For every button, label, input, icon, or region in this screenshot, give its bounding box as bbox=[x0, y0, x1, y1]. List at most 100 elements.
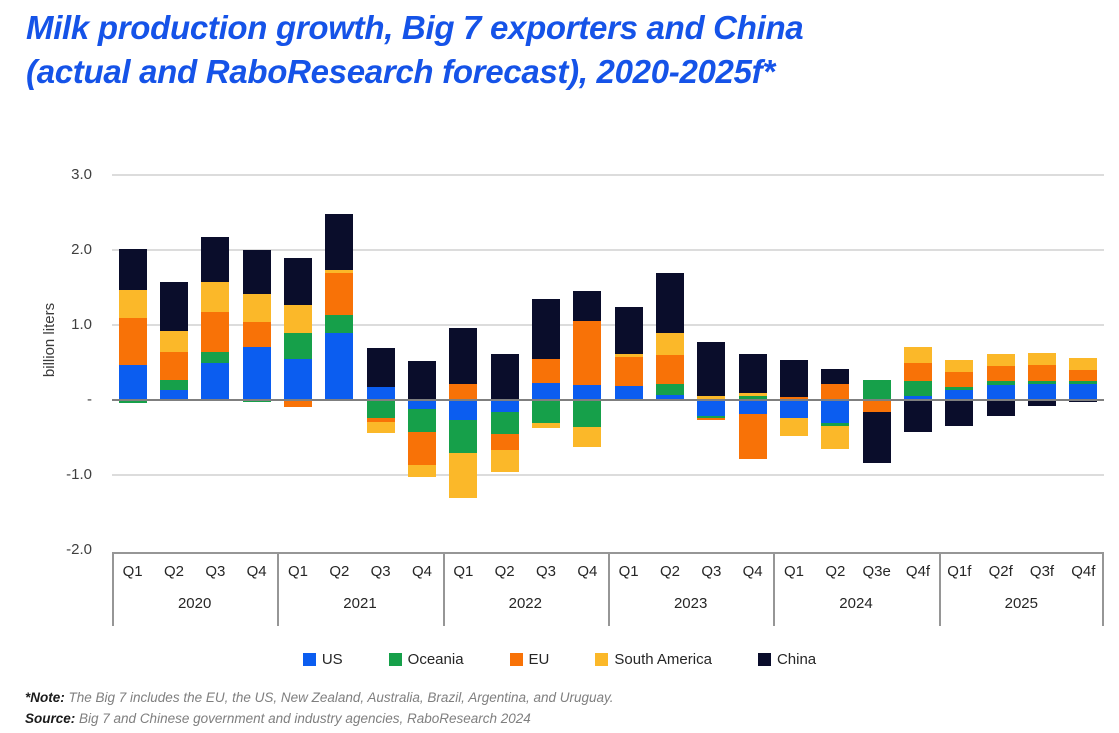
quarter-label-2022-Q1: Q1 bbox=[453, 563, 474, 580]
zero-line bbox=[112, 399, 1104, 401]
x-axis-group-divider bbox=[1102, 554, 1104, 626]
x-axis-group-divider bbox=[608, 554, 610, 626]
bar-segment-2024-Q2-Oceania bbox=[821, 422, 850, 426]
bar-segment-2024-Q1-US bbox=[780, 400, 808, 418]
year-label-2021: 2021 bbox=[343, 595, 377, 612]
bar-segment-2020-Q2-US bbox=[160, 390, 188, 400]
quarter-label-2023-Q2: Q2 bbox=[659, 563, 680, 580]
bar-segment-2023-Q4-Oceania bbox=[738, 395, 767, 400]
bar-segment-2023-Q1-South-America bbox=[614, 353, 643, 358]
bar-segment-2022-Q3-US bbox=[532, 382, 560, 400]
x-axis-group-divider bbox=[442, 554, 445, 626]
quarter-label-2025-Q1f: Q1f bbox=[947, 563, 972, 580]
footnote-note: *Note: The Big 7 includes the EU, the US… bbox=[25, 687, 614, 708]
quarter-label-2020-Q3: Q3 bbox=[205, 563, 226, 580]
year-label-2020: 2020 bbox=[177, 595, 212, 612]
bar-segment-2020-Q4-EU bbox=[242, 322, 271, 347]
bar-segment-2020-Q3-South-America bbox=[201, 281, 230, 312]
bar-segment-2025-Q2f-EU bbox=[986, 366, 1015, 381]
bar-segment-2021-Q3-South-America bbox=[366, 421, 395, 433]
quarter-label-2022-Q4: Q4 bbox=[577, 563, 598, 580]
bar-segment-2023-Q1-US bbox=[614, 385, 643, 400]
quarter-label-2023-Q1: Q1 bbox=[618, 563, 639, 580]
bar-segment-2022-Q4-US bbox=[573, 385, 602, 400]
legend-item-China: China bbox=[757, 651, 817, 668]
gridline bbox=[112, 249, 1104, 251]
bar-segment-2023-Q2-EU bbox=[656, 355, 684, 384]
quarter-label-2020-Q2: Q2 bbox=[163, 563, 184, 580]
bar-segment-2024-Q2-South-America bbox=[821, 425, 850, 449]
footnote-note-text: The Big 7 includes the EU, the US, New Z… bbox=[64, 690, 614, 705]
bar-segment-2020-Q3-EU bbox=[201, 311, 230, 352]
bar-segment-2020-Q1-South-America bbox=[118, 289, 147, 318]
quarter-label-2020-Q1: Q1 bbox=[122, 563, 143, 580]
footnote-note-prefix: *Note: bbox=[25, 690, 65, 705]
bar-segment-2025-Q4f-Oceania bbox=[1069, 380, 1098, 384]
plot-area bbox=[112, 174, 1104, 550]
bar-segment-2024-Q4f-South-America bbox=[904, 346, 932, 363]
bar-segment-2022-Q4-Oceania bbox=[573, 400, 602, 427]
quarter-label-2021-Q3: Q3 bbox=[370, 563, 391, 580]
y-tick-label: 3.0 bbox=[71, 166, 92, 183]
y-tick-label: -2.0 bbox=[66, 541, 92, 558]
quarter-label-2020-Q4: Q4 bbox=[246, 563, 267, 580]
legend: US Oceania EU South America China bbox=[0, 651, 1119, 668]
bar-segment-2020-Q3-China bbox=[201, 236, 230, 282]
bar-segment-2025-Q2f-China bbox=[986, 400, 1015, 416]
bar-segment-2023-Q2-China bbox=[656, 272, 684, 333]
bar-segment-2023-Q3-China bbox=[697, 342, 726, 397]
bar-segment-2023-Q1-EU bbox=[614, 357, 643, 386]
bar-segment-2024-Q1-South-America bbox=[780, 418, 808, 436]
chart-title: Milk production growth, Big 7 exporters … bbox=[26, 6, 1096, 94]
bar-segment-2022-Q1-China bbox=[449, 328, 478, 385]
bar-segment-2021-Q1-China bbox=[284, 258, 312, 305]
bar-segment-2025-Q3f-EU bbox=[1028, 364, 1056, 381]
quarter-label-2021-Q2: Q2 bbox=[329, 563, 350, 580]
bar-segment-2021-Q2-US bbox=[325, 332, 354, 400]
year-label-2025: 2025 bbox=[1004, 595, 1038, 612]
bar-segment-2025-Q1f-US bbox=[945, 389, 974, 400]
bar-segment-2023-Q3-EU bbox=[697, 418, 726, 421]
y-tick-label: 1.0 bbox=[71, 316, 92, 333]
bar-segment-2021-Q4-US bbox=[408, 400, 436, 409]
bar-segment-2022-Q3-Oceania bbox=[532, 400, 560, 424]
bar-segment-2025-Q2f-US bbox=[986, 385, 1015, 400]
bar-segment-2021-Q2-South-America bbox=[325, 270, 354, 274]
bar-segment-2021-Q4-EU bbox=[408, 431, 436, 466]
quarter-label-2024-Q1: Q1 bbox=[783, 563, 804, 580]
bar-segment-2023-Q4-China bbox=[738, 354, 767, 394]
bar-segment-2022-Q1-US bbox=[449, 400, 478, 421]
bar-segment-2021-Q1-EU bbox=[284, 400, 312, 407]
bar-segment-2025-Q1f-South-America bbox=[945, 359, 974, 372]
bar-segment-2023-Q3-US bbox=[697, 400, 726, 416]
bar-segment-2024-Q4f-China bbox=[904, 400, 932, 433]
bar-segment-2024-Q4f-EU bbox=[904, 362, 932, 381]
bar-segment-2021-Q4-China bbox=[408, 361, 436, 400]
bar-segment-2022-Q2-Oceania bbox=[490, 412, 519, 434]
bar-segment-2020-Q2-EU bbox=[160, 352, 188, 380]
bar-segment-2022-Q2-South-America bbox=[490, 449, 519, 472]
bar-segment-2024-Q3e-China bbox=[862, 412, 891, 463]
bar-segment-2024-Q4f-Oceania bbox=[904, 380, 932, 397]
bar-segment-2022-Q4-EU bbox=[573, 320, 602, 385]
bar-segment-2021-Q3-EU bbox=[366, 418, 395, 422]
bar-segment-2024-Q3e-EU bbox=[862, 400, 891, 412]
legend-swatch-icon bbox=[302, 653, 316, 666]
bar-segment-2020-Q4-South-America bbox=[242, 294, 271, 322]
quarter-label-2022-Q3: Q3 bbox=[535, 563, 556, 580]
bar-segment-2022-Q1-South-America bbox=[449, 453, 478, 499]
bar-segment-2022-Q2-China bbox=[490, 353, 519, 400]
gridline bbox=[112, 174, 1104, 176]
quarter-label-2024-Q3e: Q3e bbox=[862, 563, 891, 580]
year-label-2022: 2022 bbox=[508, 595, 542, 612]
quarter-label-2021-Q4: Q4 bbox=[411, 563, 432, 580]
bar-segment-2021-Q3-China bbox=[366, 347, 395, 387]
year-label-2023: 2023 bbox=[673, 595, 708, 612]
quarter-label-2023-Q4: Q4 bbox=[742, 563, 763, 580]
x-axis-group-divider bbox=[277, 554, 280, 626]
bar-segment-2024-Q3e-Oceania bbox=[862, 379, 891, 400]
legend-label: China bbox=[776, 651, 817, 668]
bar-segment-2021-Q3-US bbox=[366, 386, 395, 400]
quarter-label-2025-Q3f: Q3f bbox=[1029, 563, 1055, 580]
